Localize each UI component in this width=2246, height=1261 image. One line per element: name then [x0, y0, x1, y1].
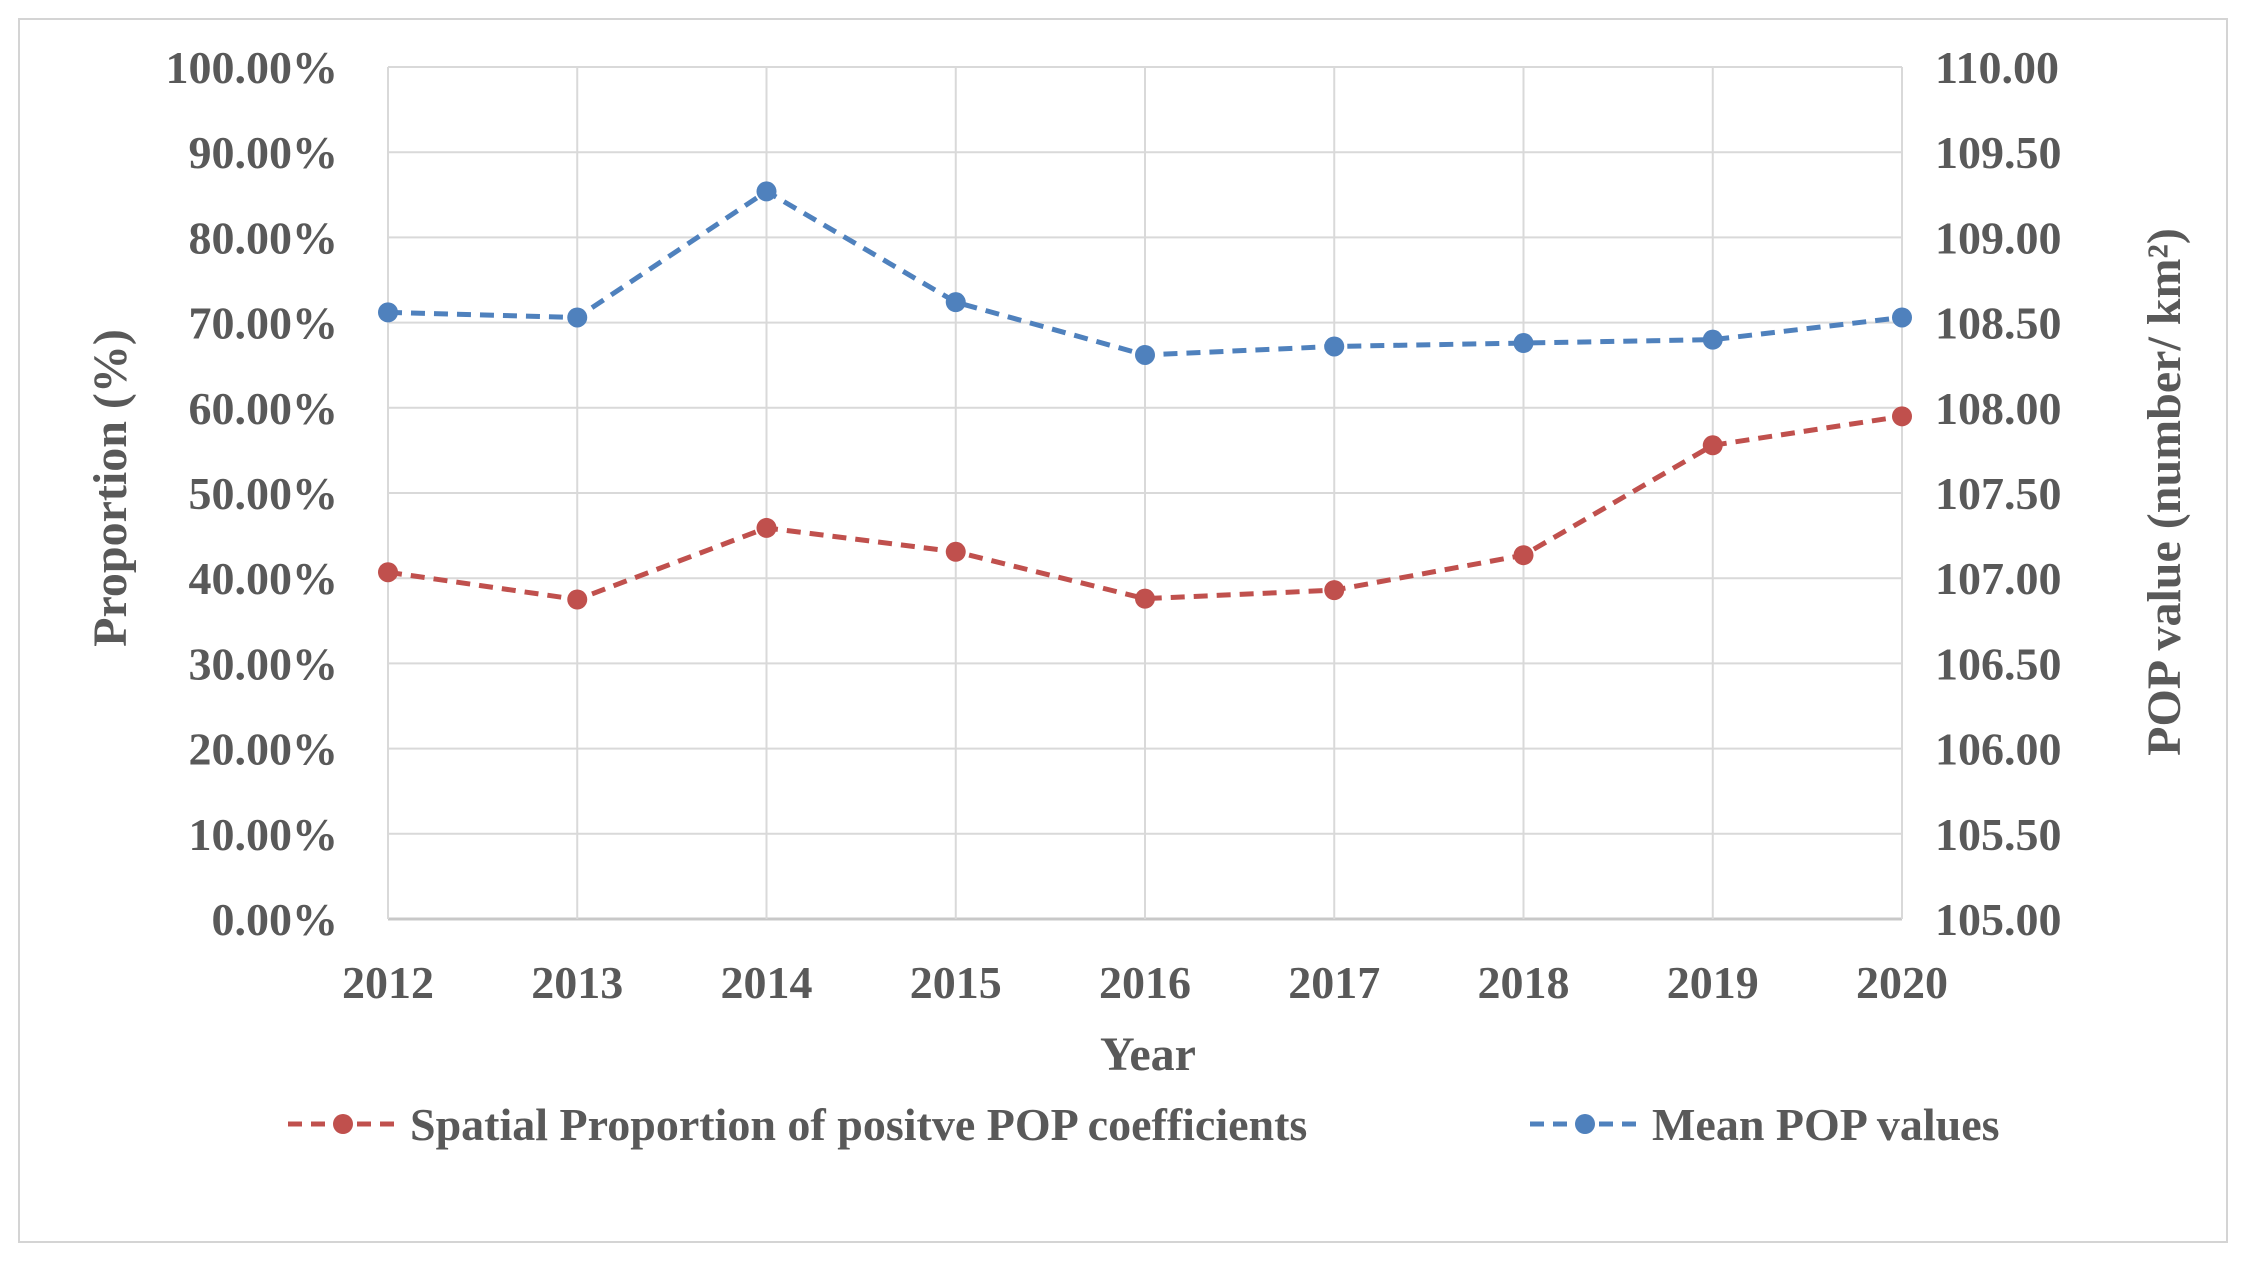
x-tick-label: 2018: [1478, 957, 1570, 1008]
legend-marker-mean-pop: [1575, 1114, 1595, 1134]
left-axis-ticks: 0.00% 10.00% 20.00% 30.00% 40.00% 50.00% 60.00…: [166, 42, 339, 945]
left-tick-label: 30.00%: [189, 638, 339, 689]
data-point: [1324, 336, 1345, 357]
series-line: [387, 413, 1903, 602]
x-tick-label: 2017: [1288, 957, 1380, 1008]
x-tick-label: 2014: [721, 957, 813, 1008]
chart-frame: [18, 18, 2228, 1243]
right-tick-label: 106.50: [1935, 638, 2062, 689]
left-tick-label: 70.00%: [189, 298, 339, 349]
series-proportion: [378, 406, 1912, 610]
data-point: [756, 181, 777, 202]
right-tick-label: 109.50: [1935, 127, 2062, 178]
left-tick-label: 60.00%: [189, 383, 339, 434]
data-point: [378, 562, 398, 583]
legend-item-mean-pop: Mean POP values: [1530, 1099, 2000, 1150]
left-tick-label: 20.00%: [189, 724, 339, 775]
x-tick-label: 2019: [1667, 957, 1759, 1008]
right-y-axis-title: POP value (number/ km²): [2138, 228, 2191, 756]
legend: Spatial Proportion of positve POP coeffi…: [288, 1099, 2000, 1150]
left-tick-label: 80.00%: [189, 212, 339, 263]
right-tick-label: 105.00: [1935, 894, 2062, 945]
right-tick-label: 105.50: [1935, 809, 2062, 860]
data-point: [1324, 580, 1345, 601]
gridlines: [387, 66, 1903, 921]
legend-item-proportion: Spatial Proportion of positve POP coeffi…: [288, 1099, 1307, 1150]
legend-label-proportion: Spatial Proportion of positve POP coeffi…: [410, 1099, 1307, 1150]
data-point: [945, 541, 966, 562]
data-point: [1513, 333, 1534, 354]
right-axis-ticks: 105.00 105.50 106.00 106.50 107.00 107.50 108.…: [1935, 42, 2062, 945]
x-tick-label: 2012: [342, 957, 434, 1008]
right-tick-label: 108.00: [1935, 383, 2062, 434]
data-point: [945, 292, 966, 313]
right-tick-label: 107.00: [1935, 553, 2062, 604]
left-tick-label: 10.00%: [189, 809, 339, 860]
right-tick-label: 108.50: [1935, 298, 2062, 349]
data-point: [1135, 588, 1155, 609]
data-point: [756, 517, 777, 538]
left-y-axis-title: Proportion (%): [84, 329, 137, 647]
x-tick-label: 2016: [1099, 957, 1191, 1008]
legend-marker-proportion: [333, 1114, 353, 1134]
data-point: [1513, 545, 1534, 566]
data-point: [378, 302, 398, 323]
data-point: [1702, 435, 1723, 456]
data-point: [567, 307, 588, 328]
data-point: [567, 589, 588, 610]
left-tick-label: 50.00%: [189, 468, 339, 519]
data-point: [1135, 344, 1155, 365]
x-tick-label: 2013: [531, 957, 623, 1008]
left-tick-label: 100.00%: [166, 42, 339, 93]
data-point: [1702, 329, 1723, 350]
data-point: [1892, 307, 1912, 328]
right-tick-label: 107.50: [1935, 468, 2062, 519]
right-tick-label: 109.00: [1935, 212, 2062, 263]
x-axis-title: Year: [1100, 1028, 1196, 1081]
left-tick-label: 0.00%: [212, 894, 339, 945]
series-mean-pop: [378, 181, 1912, 365]
left-tick-label: 90.00%: [189, 127, 339, 178]
x-axis-ticks: 2012 2013 2014 2015 2016 2017 2018 2019 2020: [342, 957, 1948, 1008]
left-tick-label: 40.00%: [189, 553, 339, 604]
x-tick-label: 2015: [910, 957, 1002, 1008]
series-layer: [378, 181, 1912, 610]
legend-label-mean-pop: Mean POP values: [1652, 1099, 2000, 1150]
right-tick-label: 106.00: [1935, 724, 2062, 775]
data-point: [1892, 406, 1912, 427]
right-tick-label: 110.00: [1935, 42, 2059, 93]
x-tick-label: 2020: [1856, 957, 1948, 1008]
